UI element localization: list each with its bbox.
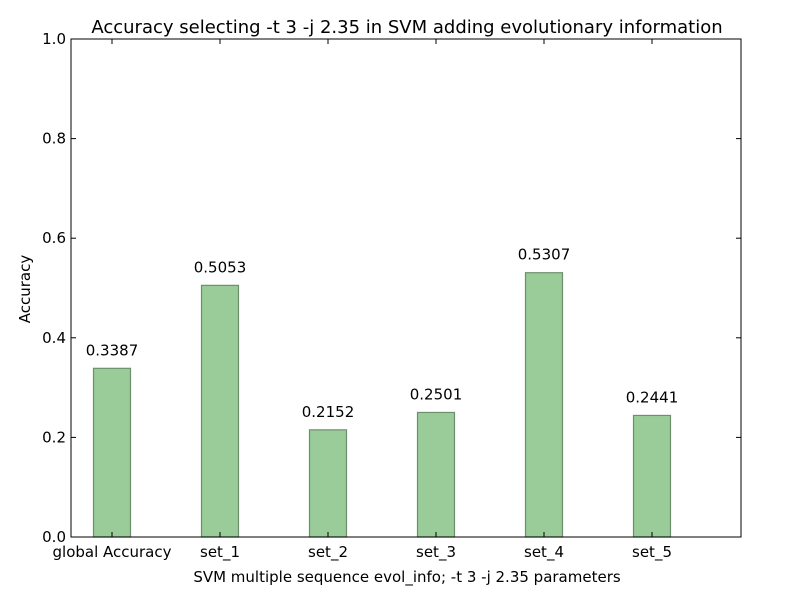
y-tick-label-2: 0.4 [42,329,66,347]
y-tick-label-3: 0.6 [42,229,66,247]
bar-2 [308,429,348,538]
bar-0 [92,367,132,538]
bar-value-label-2: 0.2152 [302,403,355,421]
plot-area: 0.3387 0.5053 0.2152 0.2501 0.5307 0.2441 0.0 0… [42,30,742,562]
axes-frame [70,38,742,538]
bar-value-label-5: 0.2441 [626,388,679,406]
bar-4 [524,272,564,538]
bar-3 [416,411,456,538]
bar-1 [200,284,240,538]
x-tick-label-3: set_3 [416,543,456,562]
bar-value-label-0: 0.3387 [86,341,139,359]
y-tick-label-1: 0.2 [42,428,66,446]
y-axis-label: Accuracy [16,255,34,324]
x-tick-label-2: set_2 [308,543,348,562]
bar-value-label-1: 0.5053 [194,258,247,276]
bar-5 [632,414,672,538]
y-tick-label-5: 1.0 [42,30,66,48]
x-tick-label-5: set_5 [632,543,672,562]
x-axis-label: SVM multiple sequence evol_info; -t 3 -j… [193,568,621,587]
bar-value-label-4: 0.5307 [518,246,571,264]
x-tick-label-4: set_4 [524,543,564,562]
chart-title: Accuracy selecting -t 3 -j 2.35 in SVM a… [91,17,722,38]
x-tick-label-0: global Accuracy [53,543,172,561]
x-tick-label-1: set_1 [200,543,240,562]
y-tick-label-0: 0.0 [42,528,66,546]
bar-value-label-3: 0.2501 [410,385,463,403]
y-tick-label-4: 0.8 [42,130,66,148]
